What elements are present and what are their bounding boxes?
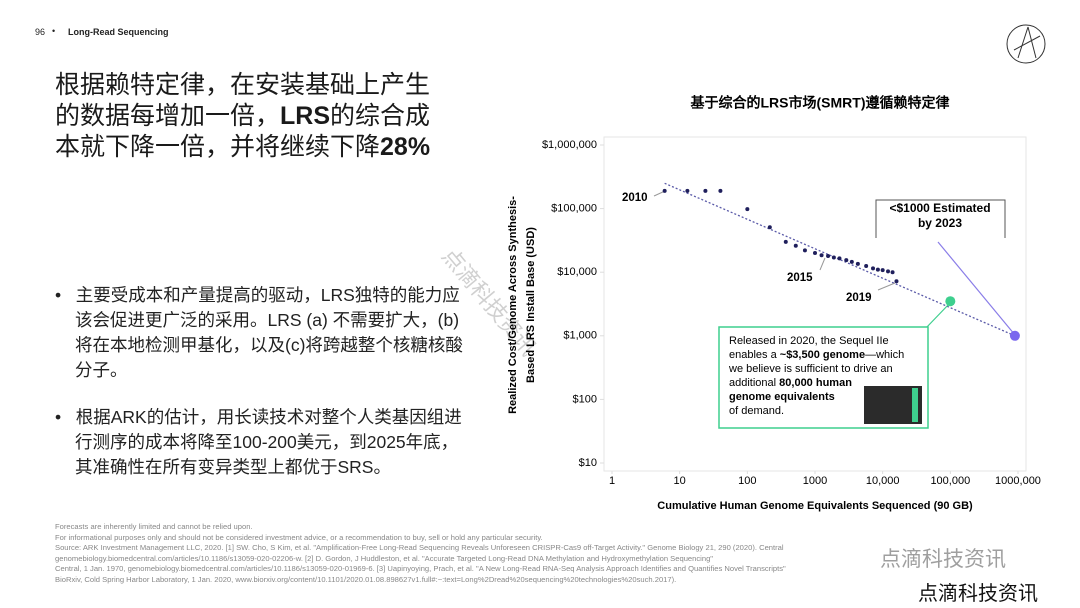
page-number: 96 [35, 27, 46, 37]
data-point [813, 251, 817, 256]
connector [877, 282, 896, 291]
y-tick-label: $1,000 [563, 330, 597, 342]
callout-segment: Released in 2020, the Sequel IIe [729, 335, 889, 347]
annotation: <$1000 Estimated [889, 201, 990, 215]
data-point [767, 225, 772, 230]
callout-segment: 80,000 human [779, 377, 852, 389]
callout-segment: of demand. [729, 405, 784, 417]
x-tick-label: 1000 [803, 475, 827, 487]
footnote-line: Forecasts are inherently limited and can… [55, 522, 253, 531]
data-point [890, 270, 895, 275]
y-tick-label: $100,000 [551, 203, 597, 215]
y-axis-label: Based LRS Install Base (USD) [525, 227, 537, 383]
data-point [945, 296, 956, 307]
data-point [880, 268, 885, 273]
footnote-line: BioRxiv, Cold Spring Harbor Laboratory, … [55, 574, 677, 584]
y-tick-label: $1,000,000 [542, 139, 597, 151]
headline-segment: 本就下降一倍，并将继续下降 [55, 133, 381, 161]
callout-segment: —which [865, 349, 904, 361]
data-point [864, 264, 869, 269]
data-point [844, 258, 849, 263]
x-axis-label: Cumulative Human Genome Equivalents Sequ… [657, 500, 973, 512]
connector [819, 257, 826, 271]
annotation: 2010 [622, 192, 648, 204]
callout-line: we believe is sufficient to drive an [728, 363, 893, 375]
data-point [855, 261, 860, 266]
watermark: 点滴科技资讯 [918, 583, 1038, 605]
data-point [875, 267, 880, 272]
footnotes: Forecasts are inherently limited and can… [55, 522, 786, 585]
x-tick-label: 10,000 [866, 475, 900, 487]
headline-line: 的数据每增加一倍，LRS的综合成 [55, 101, 430, 132]
data-point [802, 248, 807, 253]
footnote-line: Source: ARK Investment Management LLC, 2… [55, 543, 784, 552]
callout-line: additional 80,000 human [729, 377, 852, 389]
connector [937, 241, 1016, 336]
sequencer-light [912, 388, 918, 422]
headline: 根据赖特定律，在安装基础上产生 的数据每增加一倍，LRS的综合成 本就下降一倍，并将… [55, 70, 430, 163]
data-point [662, 188, 667, 193]
x-tick-label: 100,000 [930, 475, 970, 487]
headline-line: 本就下降一倍，并将继续下降28% [55, 132, 430, 163]
data-point [793, 243, 798, 248]
data-point [819, 253, 824, 258]
data-point [894, 279, 899, 284]
headline-segment: 28% [380, 133, 431, 161]
headline-segment: LRS [280, 102, 331, 130]
footnote-line: Central, 1 Jan. 1970, genomebiology.biom… [55, 564, 786, 573]
chart-title: 基于综合的LRS市场(SMRT)遵循赖特定律 [691, 95, 950, 111]
y-tick-label: $10 [579, 457, 597, 469]
callout-segment: enables a [729, 349, 780, 361]
data-point [886, 269, 891, 274]
x-tick-label: 10 [674, 475, 686, 487]
callout-segment: additional [729, 377, 779, 389]
data-point [685, 188, 690, 193]
y-axis-label: Realized Cost/Genome Across Synthesis- [507, 196, 519, 414]
dot: • [52, 26, 56, 36]
footnote-line: genomebiology.biomedcentral.com/articles… [55, 553, 713, 563]
callout-line: of demand. [729, 405, 784, 417]
bullet-text: 根据ARK的估计，用长读技术对整个人类基因组进行测序的成本将降至100-200美… [75, 407, 462, 477]
data-point [703, 188, 708, 193]
data-point [826, 253, 831, 258]
data-point [871, 266, 876, 271]
data-point [745, 207, 750, 212]
bullet-text: 主要受成本和产量提高的驱动，LRS独特的能力应该会促进更广泛的采用。LRS (a… [75, 285, 463, 380]
y-tick-label: $100 [573, 393, 597, 405]
headline-segment: 的综合成 [330, 102, 431, 130]
annotation: by 2023 [918, 216, 962, 230]
annotation: 2019 [846, 292, 872, 304]
x-tick-label: 1 [609, 475, 615, 487]
x-tick-label: 1000,000 [995, 475, 1041, 487]
data-point [837, 256, 842, 261]
data-point [831, 255, 836, 260]
headline-segment: 的数据每增加一倍， [55, 102, 281, 130]
data-point [783, 239, 788, 244]
callout-segment: genome equivalents [729, 391, 835, 403]
callout-segment: ~$3,500 genome [780, 349, 865, 361]
data-point [718, 188, 723, 193]
section-title: Long-Read Sequencing [68, 27, 169, 37]
bracket [875, 199, 1006, 238]
data-point [849, 259, 854, 264]
callout-line: Released in 2020, the Sequel IIe [729, 335, 889, 347]
callout-line: enables a ~$3,500 genome—which [729, 349, 904, 361]
connector [924, 302, 951, 330]
annotation: 2015 [787, 272, 813, 284]
x-tick-label: 100 [738, 475, 756, 487]
callout-line: genome equivalents [729, 391, 835, 403]
y-tick-label: $10,000 [557, 266, 597, 278]
bullet: • 根据ARK的估计，用长读技术对整个人类基因组进行测序的成本将降至100-20… [55, 407, 462, 477]
logo [1006, 24, 1046, 64]
watermark: 点滴科技资讯 [880, 548, 1006, 571]
data-point [1009, 330, 1020, 341]
headline-line: 根据赖特定律，在安装基础上产生 [55, 70, 430, 101]
bullet: • 主要受成本和产量提高的驱动，LRS独特的能力应该会促进更广泛的采用。LRS … [55, 285, 463, 380]
footnote-line: For informational purposes only and shou… [55, 532, 543, 542]
callout-segment: we believe is sufficient to drive an [728, 363, 893, 375]
headline-segment: 根据赖特定律，在安装基础上产生 [55, 71, 431, 99]
